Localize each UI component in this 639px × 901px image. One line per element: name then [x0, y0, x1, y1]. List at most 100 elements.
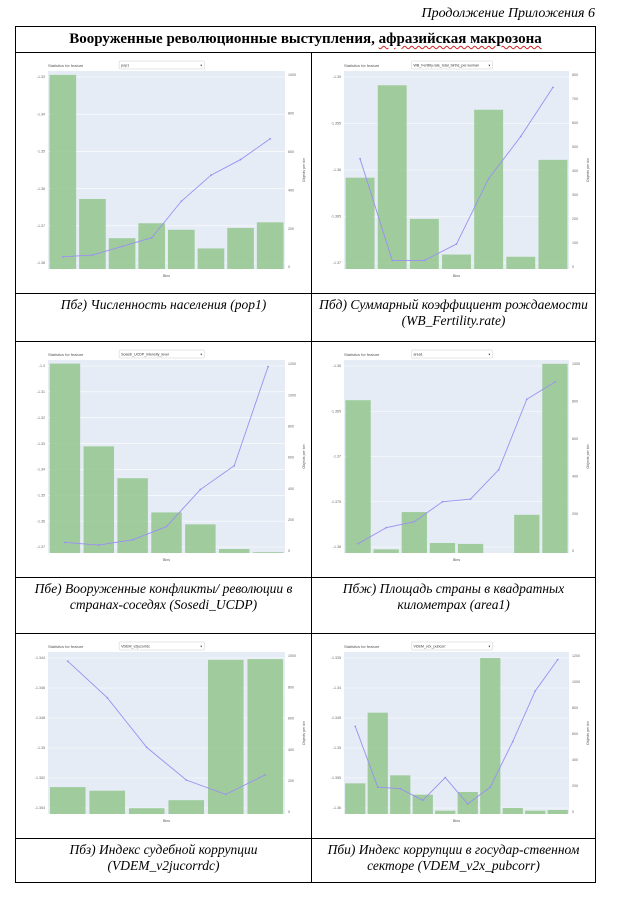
line-point	[423, 259, 426, 262]
left-tick-label: -1.33	[37, 75, 45, 79]
chevron-down-icon: ▾	[200, 645, 202, 649]
line-point	[66, 660, 69, 663]
feature-select	[411, 641, 493, 651]
chart-cell-1: Statistics for feature pop1 ▾ -1.33 -1.34 -1.…	[15, 52, 312, 294]
bar	[345, 400, 371, 553]
line-point	[399, 787, 402, 790]
chart-svg: Statistics for feature VDEM_v2x_pubcorr ▾ -…	[331, 641, 590, 823]
chevron-down-icon: ▾	[200, 64, 202, 68]
left-tick-label: -1.31	[37, 390, 45, 394]
bar	[151, 512, 182, 553]
left-tick-label: -1.36	[333, 806, 341, 810]
chart-svg: Statistics for feature Sosedi_UCDP_intens…	[37, 349, 306, 562]
bar	[429, 542, 456, 553]
right-tick-label: 400	[572, 169, 578, 173]
bar	[49, 787, 86, 814]
bar	[79, 199, 106, 269]
bar	[345, 783, 366, 814]
line-point	[511, 740, 514, 743]
bar	[49, 363, 81, 553]
bar	[538, 159, 568, 269]
line-point	[121, 245, 123, 248]
bar	[207, 659, 244, 814]
right-tick-label: 800	[572, 400, 578, 404]
right-tick-label: 200	[572, 512, 578, 516]
left-tick-label: -1.38	[333, 545, 341, 549]
right-tick-label: 200	[288, 518, 294, 522]
left-tick-label: -1.365	[331, 215, 341, 219]
feature-select-value: Sosedi_UCDP_intensity_level	[121, 353, 169, 357]
right-axis-title: Objects per bin	[586, 721, 590, 745]
bar	[247, 659, 284, 814]
bar	[542, 363, 568, 553]
bar	[435, 810, 456, 814]
left-tick-label: -1.335	[331, 656, 341, 660]
bar	[502, 808, 523, 814]
chart-svg: Statistics for feature VDEM_v2jucorrdc ▾ -1…	[35, 641, 306, 823]
line-point	[210, 174, 212, 177]
right-tick-label: 800	[288, 425, 294, 429]
left-tick-label: -1.345	[331, 716, 341, 720]
left-tick-label: -1.355	[331, 122, 341, 126]
left-tick-label: -1.37	[37, 545, 45, 549]
bar	[256, 222, 284, 269]
caption-5: Пбз) Индекс судебной коррупции (VDEM_v2j…	[15, 838, 312, 883]
line-point	[91, 254, 94, 257]
line-point	[554, 381, 556, 383]
right-tick-label: 100	[572, 241, 578, 245]
right-axis-title: Objects per bin	[302, 721, 306, 745]
left-tick-label: -1.37	[333, 261, 341, 265]
bar	[401, 512, 427, 553]
line-point	[165, 525, 168, 528]
x-axis-title: Bins	[453, 558, 460, 562]
right-tick-label: 800	[288, 112, 294, 116]
bar	[409, 218, 439, 269]
chart-svg: Statistics for feature area1 ▾ -1.36 -1.365 -…	[331, 349, 590, 562]
left-tick-label: -1.35	[37, 150, 45, 154]
caption-3: Пбе) Вооруженные конфликты/ революции в …	[15, 577, 312, 634]
feature-select	[118, 60, 205, 70]
right-axis-title: Objects per bin	[586, 158, 590, 182]
line-point	[487, 177, 490, 180]
left-tick-label: -1.32	[37, 416, 45, 420]
line-point	[519, 135, 522, 138]
feature-select	[411, 349, 493, 359]
caption-1: Пбг) Численность населения (pop1)	[15, 293, 312, 342]
line-point	[455, 243, 458, 245]
right-tick-label: 600	[288, 150, 294, 154]
left-tick-label: -1.36	[333, 168, 341, 172]
bar	[390, 775, 411, 814]
left-tick-label: -1.34	[333, 686, 341, 690]
right-tick-label: 800	[572, 73, 578, 77]
chevron-down-icon: ▾	[489, 645, 491, 649]
left-tick-label: -1.36	[333, 364, 341, 368]
chart-cell-5: Statistics for feature VDEM_v2jucorrdc ▾ -1…	[15, 633, 312, 839]
chart-panel: Statistics for feature WB_Fertility.rate_…	[312, 53, 595, 293]
bar	[83, 446, 115, 553]
left-tick-label: -1.365	[331, 409, 341, 413]
right-tick-label: 1200	[572, 654, 580, 658]
x-axis-title: Bins	[453, 819, 460, 823]
feature-select-value: pop1	[121, 64, 129, 68]
chart-cell-6: Statistics for feature VDEM_v2x_pubcorr ▾ -…	[310, 633, 597, 839]
right-tick-label: 0	[572, 549, 574, 553]
line-point	[357, 542, 359, 545]
bar	[128, 808, 165, 814]
left-tick-label: -1.346	[35, 686, 45, 690]
left-tick-label: -1.35	[333, 75, 341, 79]
line-point	[552, 86, 554, 89]
right-tick-label: 1000	[572, 680, 580, 684]
line-point	[233, 464, 236, 467]
right-tick-label: 1200	[288, 362, 296, 366]
left-tick-label: -1.37	[37, 224, 45, 228]
line-point	[444, 776, 447, 779]
line-point	[556, 658, 559, 661]
bar	[345, 177, 375, 269]
chart-panel: Statistics for feature area1 ▾ -1.36 -1.365 -…	[312, 342, 595, 577]
line-point	[469, 498, 472, 500]
line-point	[264, 773, 267, 776]
chart-panel: Statistics for feature pop1 ▾ -1.33 -1.34 -1.…	[16, 53, 311, 293]
feature-select-value: WB_Fertility.rate_total_births_per.woman	[414, 64, 479, 68]
left-tick-label: -1.33	[37, 442, 45, 446]
right-tick-label: 200	[288, 227, 294, 231]
